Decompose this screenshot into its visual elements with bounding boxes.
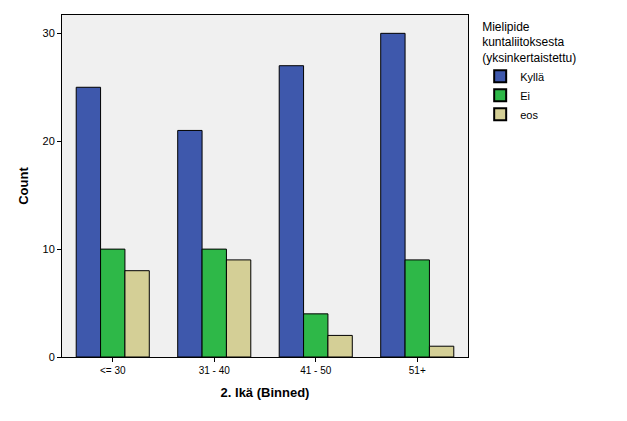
svg-text:Kyllä: Kyllä xyxy=(520,71,545,83)
svg-text:30: 30 xyxy=(43,27,55,39)
svg-text:Mielipidekuntaliitoksesta(yksi: Mielipidekuntaliitoksesta(yksinkertaiste… xyxy=(482,20,576,65)
svg-text:20: 20 xyxy=(43,135,55,147)
svg-text:31 - 40: 31 - 40 xyxy=(199,365,231,376)
svg-text:<= 30: <= 30 xyxy=(100,365,126,376)
svg-text:0: 0 xyxy=(49,351,55,363)
svg-text:Count: Count xyxy=(16,167,31,205)
svg-text:10: 10 xyxy=(43,243,55,255)
svg-text:2. Ikä (Binned): 2. Ikä (Binned) xyxy=(221,385,310,400)
svg-text:eos: eos xyxy=(520,109,538,121)
svg-text:Ei: Ei xyxy=(520,90,530,102)
svg-text:51+: 51+ xyxy=(409,365,426,376)
svg-text:41 - 50: 41 - 50 xyxy=(300,365,332,376)
